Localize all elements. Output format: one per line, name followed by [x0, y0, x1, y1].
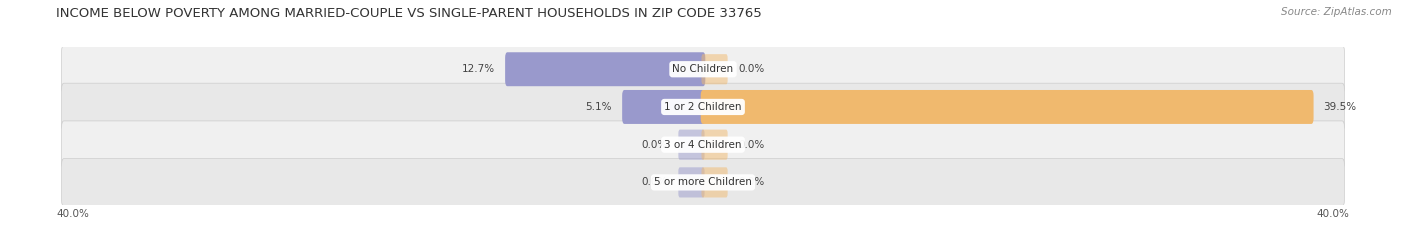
Text: 1 or 2 Children: 1 or 2 Children [664, 102, 742, 112]
Text: 0.0%: 0.0% [641, 140, 668, 150]
Text: 0.0%: 0.0% [738, 64, 765, 74]
Text: 0.0%: 0.0% [641, 177, 668, 187]
Text: 3 or 4 Children: 3 or 4 Children [664, 140, 742, 150]
FancyBboxPatch shape [702, 167, 728, 198]
Text: 40.0%: 40.0% [1317, 209, 1350, 219]
FancyBboxPatch shape [678, 130, 704, 160]
FancyBboxPatch shape [62, 83, 1344, 131]
FancyBboxPatch shape [678, 167, 704, 198]
Text: INCOME BELOW POVERTY AMONG MARRIED-COUPLE VS SINGLE-PARENT HOUSEHOLDS IN ZIP COD: INCOME BELOW POVERTY AMONG MARRIED-COUPL… [56, 7, 762, 20]
Text: 12.7%: 12.7% [463, 64, 495, 74]
Text: 40.0%: 40.0% [56, 209, 89, 219]
Text: No Children: No Children [672, 64, 734, 74]
FancyBboxPatch shape [623, 90, 706, 124]
Text: 39.5%: 39.5% [1323, 102, 1357, 112]
Text: 5 or more Children: 5 or more Children [654, 177, 752, 187]
FancyBboxPatch shape [700, 90, 1313, 124]
FancyBboxPatch shape [505, 52, 706, 86]
FancyBboxPatch shape [62, 121, 1344, 168]
FancyBboxPatch shape [62, 45, 1344, 93]
FancyBboxPatch shape [62, 159, 1344, 206]
FancyBboxPatch shape [702, 130, 728, 160]
Text: 0.0%: 0.0% [738, 140, 765, 150]
FancyBboxPatch shape [702, 54, 728, 84]
Text: Source: ZipAtlas.com: Source: ZipAtlas.com [1281, 7, 1392, 17]
Text: 0.0%: 0.0% [738, 177, 765, 187]
Text: 5.1%: 5.1% [586, 102, 612, 112]
